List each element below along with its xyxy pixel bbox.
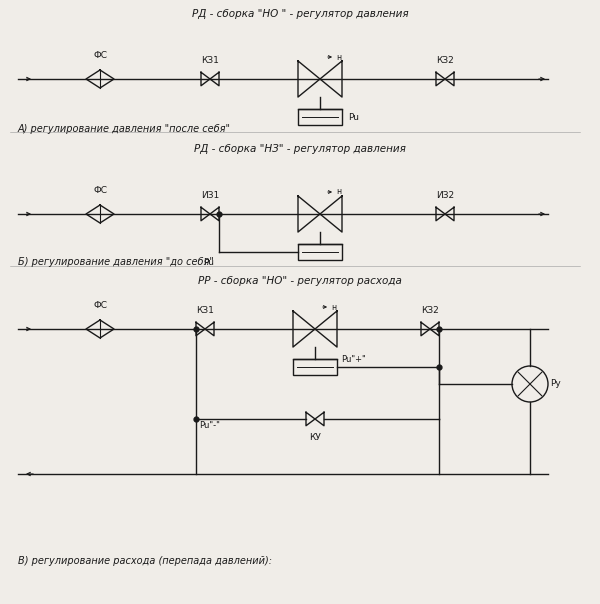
Text: н: н — [336, 187, 341, 196]
Text: ФС: ФС — [93, 186, 107, 195]
Text: Pu: Pu — [348, 112, 359, 121]
Text: ИЗ1: ИЗ1 — [201, 191, 219, 200]
Text: Ру: Ру — [550, 379, 561, 388]
Text: РД - сборка "НЗ" - регулятор давления: РД - сборка "НЗ" - регулятор давления — [194, 144, 406, 154]
Text: РД - сборка "НО " - регулятор давления: РД - сборка "НО " - регулятор давления — [191, 9, 409, 19]
Text: н: н — [331, 303, 336, 312]
Bar — [298, 244, 342, 260]
Text: Б) регулирование давления "до себя": Б) регулирование давления "до себя" — [18, 257, 214, 267]
Text: КЗ2: КЗ2 — [436, 56, 454, 65]
Text: А) регулирование давления "после себя": А) регулирование давления "после себя" — [18, 124, 231, 134]
Text: ФС: ФС — [93, 301, 107, 310]
Text: РР - сборка "НО" - регулятор расхода: РР - сборка "НО" - регулятор расхода — [198, 276, 402, 286]
Text: КЗ1: КЗ1 — [201, 56, 219, 65]
Text: Pu"+": Pu"+" — [341, 355, 366, 364]
Bar — [298, 109, 342, 125]
Text: КЗ2: КЗ2 — [421, 306, 439, 315]
Text: В) регулирование расхода (перепада давлений):: В) регулирование расхода (перепада давле… — [18, 556, 272, 566]
Text: ИЗ2: ИЗ2 — [436, 191, 454, 200]
Text: КУ: КУ — [309, 433, 321, 442]
Bar — [293, 359, 337, 375]
Text: ФС: ФС — [93, 51, 107, 60]
Text: Pu"-": Pu"-" — [199, 421, 220, 430]
Text: н: н — [336, 53, 341, 62]
Text: Pu: Pu — [203, 257, 214, 266]
Text: КЗ1: КЗ1 — [196, 306, 214, 315]
